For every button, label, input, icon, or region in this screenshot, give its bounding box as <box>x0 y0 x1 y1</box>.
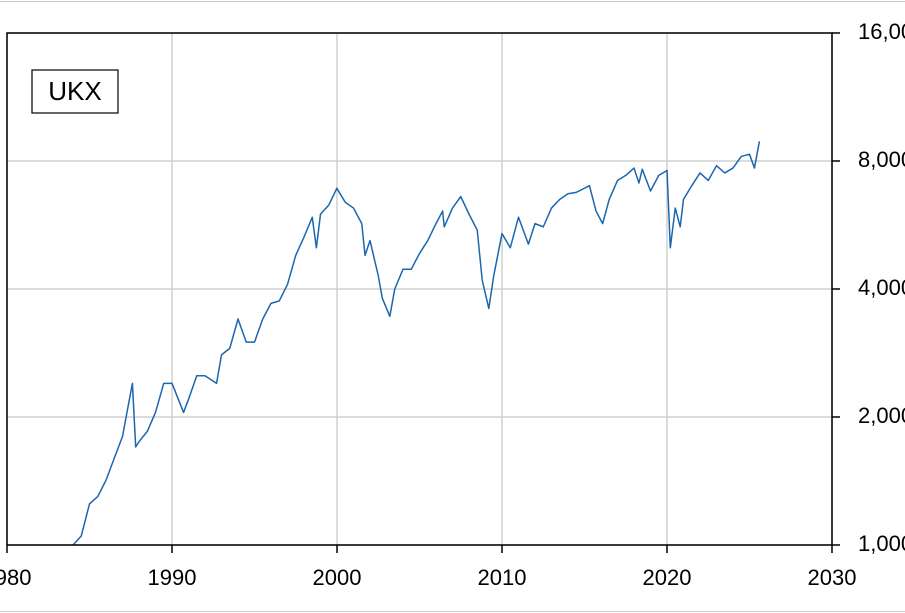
y-tick-label: 8,000 <box>858 147 905 172</box>
y-tick-label: 4,000 <box>858 275 905 300</box>
x-tick-label: 1980 <box>0 565 31 590</box>
plot <box>72 141 761 546</box>
data-line <box>72 141 761 546</box>
x-tick-label: 2030 <box>808 565 857 590</box>
title-box <box>31 69 119 114</box>
y-tick-label: 1,000 <box>858 531 905 556</box>
chart-title: UKX <box>48 76 101 106</box>
y-tick-label: 16,000 <box>858 19 905 44</box>
grid <box>6 32 833 546</box>
x-tick-label: 2010 <box>478 565 527 590</box>
x-tick-label: 2020 <box>643 565 692 590</box>
x-tick-label: 2000 <box>313 565 362 590</box>
x-tick-label: 1990 <box>148 565 197 590</box>
y-tick-label: 2,000 <box>858 403 905 428</box>
